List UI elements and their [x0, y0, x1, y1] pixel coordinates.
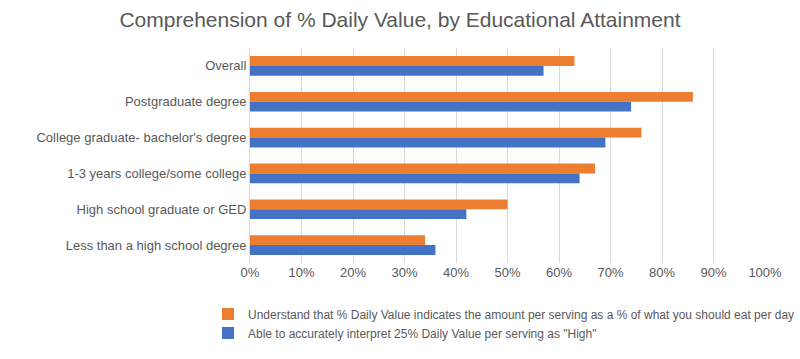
svg-text:90%: 90%: [700, 265, 726, 280]
svg-text:1-3 years college/some college: 1-3 years college/some college: [67, 166, 246, 181]
svg-text:10%: 10%: [288, 265, 314, 280]
svg-text:50%: 50%: [494, 265, 520, 280]
svg-text:Comprehension of % Daily Value: Comprehension of % Daily Value, by Educa…: [119, 8, 680, 31]
svg-text:Less than a high school degree: Less than a high school degree: [66, 238, 247, 253]
svg-text:100%: 100%: [748, 265, 782, 280]
svg-text:60%: 60%: [546, 265, 572, 280]
svg-text:70%: 70%: [597, 265, 623, 280]
svg-text:Understand that % Daily Value: Understand that % Daily Value indicates …: [248, 308, 794, 322]
svg-text:Postgraduate degree: Postgraduate degree: [125, 94, 246, 109]
svg-text:20%: 20%: [340, 265, 366, 280]
svg-text:College graduate- bachelor's d: College graduate- bachelor's degree: [36, 130, 246, 145]
svg-text:High school graduate or GED: High school graduate or GED: [77, 202, 247, 217]
svg-text:40%: 40%: [443, 265, 469, 280]
svg-text:0%: 0%: [241, 265, 260, 280]
svg-text:80%: 80%: [649, 265, 675, 280]
svg-text:Able to accurately interpret 2: Able to accurately interpret 25% Daily V…: [248, 327, 596, 341]
svg-text:30%: 30%: [391, 265, 417, 280]
svg-text:Overall: Overall: [205, 58, 246, 73]
